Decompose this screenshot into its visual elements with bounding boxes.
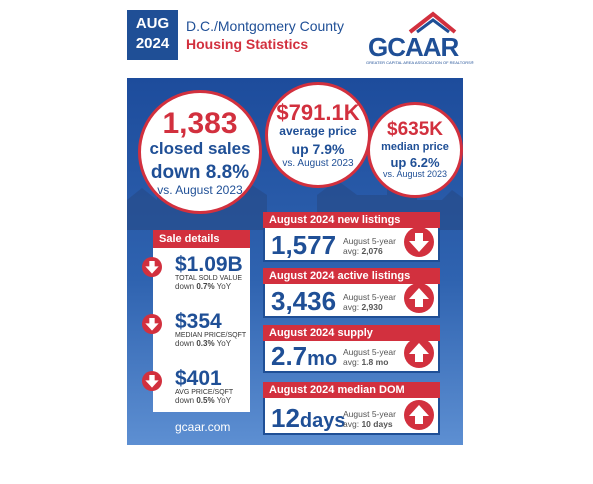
avg-line: avg: 1.8 mo (343, 356, 396, 367)
direction: down (175, 339, 195, 348)
change: up 7.9% (291, 141, 345, 158)
logo-roof (408, 11, 457, 34)
stat-circle: $635K median price up 6.2% vs. August 20… (367, 102, 463, 198)
panel-title: Sale details (153, 230, 250, 248)
value: $354 (175, 310, 222, 333)
number: 12 (271, 403, 300, 433)
suffix: YoY (216, 339, 232, 348)
value: 12days (271, 405, 346, 431)
trend-arrow (404, 227, 434, 257)
direction: down (175, 396, 195, 405)
subtitle: Housing Statistics (186, 36, 309, 52)
date-box: AUG 2024 (127, 10, 178, 60)
label: average price (279, 124, 357, 139)
avg-value: 10 days (361, 418, 393, 429)
sale-item: $401 AVG PRICE/SQFT down 0.5% YoY (142, 367, 250, 405)
trend-arrow (404, 283, 434, 313)
trend-arrow (142, 314, 162, 334)
year: 2024 (135, 35, 170, 52)
avg-value: 1.8 mo (361, 356, 389, 367)
label: MEDIAN PRICE/SQFT (175, 332, 247, 339)
number: 3,436 (271, 286, 337, 316)
stat-circle: 1,383 closed sales down 8.8% vs. August … (138, 90, 262, 214)
number: 2.7 (271, 341, 308, 371)
value: 1,383 (162, 107, 238, 141)
avg-line: avg: 2,930 (343, 301, 396, 312)
month: AUG (135, 15, 170, 32)
card-title: August 2024 supply (263, 325, 440, 341)
value: $791.1K (276, 100, 360, 126)
change: down 0.5% YoY (175, 396, 250, 405)
compare: vs. August 2023 (282, 157, 354, 169)
card-title: August 2024 new listings (263, 212, 440, 228)
avg-line: avg: 2,076 (343, 245, 396, 256)
avg-prefix: avg: (343, 301, 360, 312)
average: August 5-year avg: 1.8 mo (343, 347, 396, 367)
trend-arrow (142, 257, 162, 277)
avg-line: avg: 10 days (343, 418, 396, 429)
value: $635K (387, 118, 443, 140)
card-title: August 2024 median DOM (263, 382, 440, 398)
sale-item: $1.09B TOTAL SOLD VALUE down 0.7% YoY (142, 253, 250, 291)
trend-arrow (404, 400, 434, 430)
stat-card: August 2024 new listings 1,577 August 5-ye… (263, 212, 440, 262)
unit: days (299, 410, 346, 432)
value: 3,436 (271, 288, 336, 314)
suffix: YoY (216, 282, 232, 291)
change-value: 0.3% (196, 339, 215, 348)
avg-prefix: avg: (343, 418, 360, 429)
website: gcaar.com (175, 420, 231, 434)
card-title: August 2024 active listings (263, 268, 440, 284)
value: $401 (175, 367, 222, 390)
trend-arrow (404, 338, 434, 368)
value: 1,577 (271, 232, 336, 258)
change: down 0.7% YoY (175, 282, 250, 291)
label: median price (381, 140, 449, 153)
value: $1.09B (175, 253, 243, 276)
avg-label: August 5-year (343, 236, 396, 247)
label: TOTAL SOLD VALUE (175, 275, 243, 282)
label: closed sales (149, 139, 251, 159)
direction: down (175, 282, 195, 291)
change: down 8.8% (150, 161, 250, 183)
title: D.C./Montgomery County (186, 18, 344, 34)
unit: mo (307, 348, 338, 370)
stat-card: August 2024 supply 2.7mo August 5-year avg:… (263, 325, 440, 373)
change: up 6.2% (390, 154, 440, 170)
avg-value: 2,076 (361, 245, 383, 256)
compare: vs. August 2023 (382, 169, 448, 180)
avg-label: August 5-year (343, 292, 396, 303)
change-value: 0.5% (196, 396, 215, 405)
average: August 5-year avg: 2,930 (343, 292, 396, 312)
avg-label: August 5-year (343, 409, 396, 420)
label: AVG PRICE/SQFT (175, 389, 234, 396)
stat-card: August 2024 active listings 3,436 August 5… (263, 268, 440, 318)
avg-label: August 5-year (343, 347, 396, 358)
change: down 0.3% YoY (175, 339, 250, 348)
number: 1,577 (271, 230, 337, 260)
avg-prefix: avg: (343, 356, 360, 367)
stat-circle: $791.1K average price up 7.9% vs. August… (265, 82, 371, 188)
avg-prefix: avg: (343, 245, 360, 256)
average: August 5-year avg: 2,076 (343, 236, 396, 256)
trend-arrow (142, 371, 162, 391)
value: 2.7mo (271, 343, 337, 369)
sale-item: $354 MEDIAN PRICE/SQFT down 0.3% YoY (142, 310, 250, 348)
average: August 5-year avg: 10 days (343, 409, 396, 429)
sale-details: Sale details $1.09B TOTAL SOLD VALUE down … (142, 230, 250, 412)
logo-tagline: GREATER CAPITAL AREA ASSOCIATION OF REAL… (366, 60, 474, 65)
change-value: 0.7% (196, 282, 215, 291)
logo: GCAAR (368, 32, 459, 62)
suffix: YoY (216, 396, 232, 405)
compare: vs. August 2023 (157, 182, 243, 197)
avg-value: 2,930 (361, 301, 383, 312)
stat-card: August 2024 median DOM 12days August 5-yea… (263, 382, 440, 435)
